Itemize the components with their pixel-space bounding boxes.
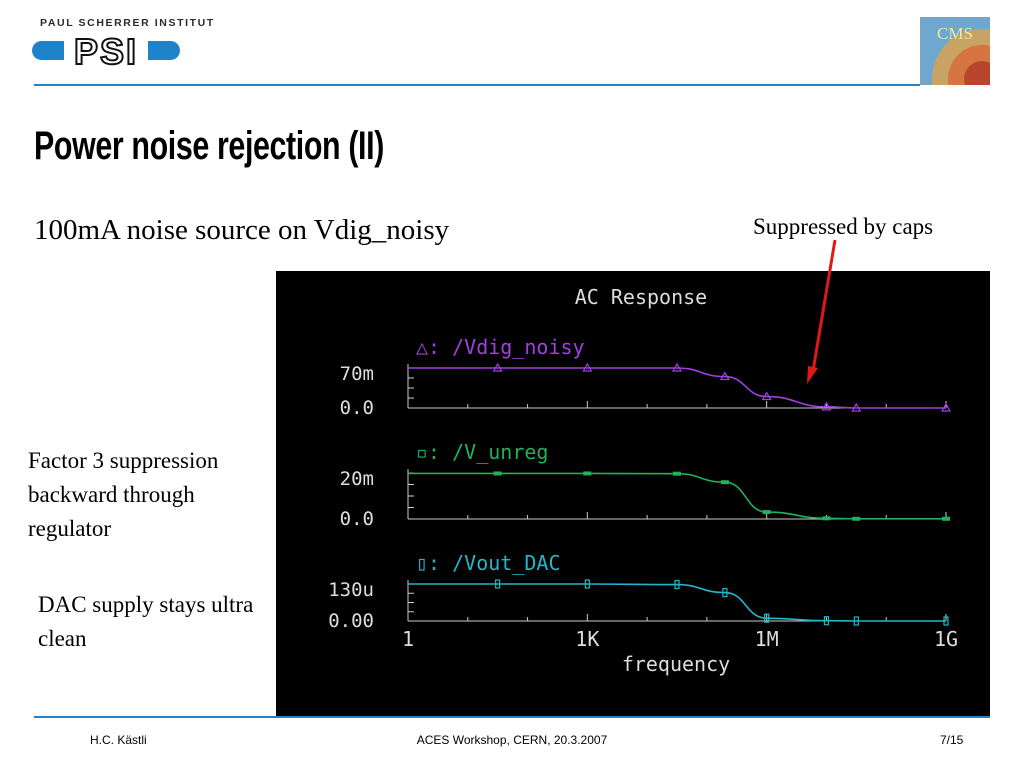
data-point-vdig-noisy (582, 362, 593, 372)
x-axis-label: frequency (622, 652, 730, 676)
psi-logo-text: PSI (74, 31, 138, 72)
y-label-bottom-vdig-noisy: 0.0 (340, 397, 374, 419)
data-point-vout-dac (722, 587, 728, 598)
data-point-v-unreg (822, 516, 831, 521)
y-label-bottom-vout-dac: 0.00 (328, 610, 374, 632)
data-point-vout-dac (584, 579, 590, 589)
series-line-v-unreg (408, 472, 946, 520)
series-line-vout-dac (408, 583, 946, 622)
note-factor-3: Factor 3 suppression backward through re… (28, 448, 219, 541)
y-label-top-vout-dac: 130u (328, 579, 374, 601)
x-tick-label: 1 (402, 627, 414, 651)
legend-vdig-noisy: △: /Vdig_noisy (416, 335, 585, 359)
data-point-vout-dac (943, 616, 949, 626)
data-point-vout-dac (495, 579, 501, 589)
footer-author: H.C. Kästli (90, 733, 147, 747)
psi-logo: PSI (32, 30, 180, 72)
series-line-vdig-noisy (407, 367, 946, 409)
data-point-vout-dac (823, 616, 830, 626)
ac-response-plot: AC Response 70m 0.0 △: /Vdig_noisy 20m 0.0 ▫: … (276, 271, 990, 717)
legend-v-unreg: ▫: /V_unreg (416, 440, 548, 464)
header-rule (34, 84, 920, 86)
note-dac-supply: DAC supply stays ultra clean (38, 592, 254, 651)
data-point-vdig-noisy (821, 401, 832, 411)
cms-logo-text: CMS (937, 24, 973, 43)
institute-name: PAUL SCHERRER INSTITUT (40, 17, 215, 29)
footer-page-number: 7/15 (940, 733, 964, 747)
y-label-bottom-v-unreg: 0.0 (340, 508, 374, 530)
slide-title: Power noise rejection (II) (34, 124, 384, 168)
legend-vout-dac: ▯: /Vout_DAC (416, 551, 561, 575)
cms-logo: CMS (920, 17, 990, 85)
x-tick-label: 1K (575, 627, 599, 651)
data-point-vout-dac (853, 616, 859, 626)
data-point-vdig-noisy (851, 402, 862, 412)
data-point-vdig-noisy (671, 362, 683, 372)
data-point-v-unreg (852, 516, 861, 521)
data-point-v-unreg (942, 516, 950, 521)
footer-rule (34, 716, 990, 718)
data-point-vdig-noisy (492, 362, 503, 372)
data-point-v-unreg (583, 471, 592, 476)
y-label-top-v-unreg: 20m (340, 468, 374, 490)
plot-svg: AC Response 70m 0.0 △: /Vdig_noisy 20m 0.0 ▫: … (328, 285, 958, 676)
data-point-vdig-noisy (719, 371, 730, 381)
callout-text: Suppressed by caps (753, 214, 934, 239)
data-point-v-unreg (720, 480, 729, 485)
chart-title: AC Response (575, 285, 707, 309)
x-tick-label: 1M (755, 627, 779, 651)
footer-event: ACES Workshop, CERN, 20.3.2007 (416, 733, 608, 747)
data-point-v-unreg (672, 471, 681, 476)
data-point-vout-dac (674, 579, 680, 590)
data-point-vout-dac (764, 613, 770, 623)
data-point-vdig-noisy (940, 402, 952, 412)
data-point-v-unreg (493, 471, 502, 476)
y-label-top-vdig-noisy: 70m (340, 363, 374, 385)
data-point-vdig-noisy (761, 391, 772, 401)
data-point-v-unreg (762, 510, 771, 515)
slide-subtitle: 100mA noise source on Vdig_noisy (34, 214, 450, 246)
x-tick-label: 1G (934, 627, 958, 651)
